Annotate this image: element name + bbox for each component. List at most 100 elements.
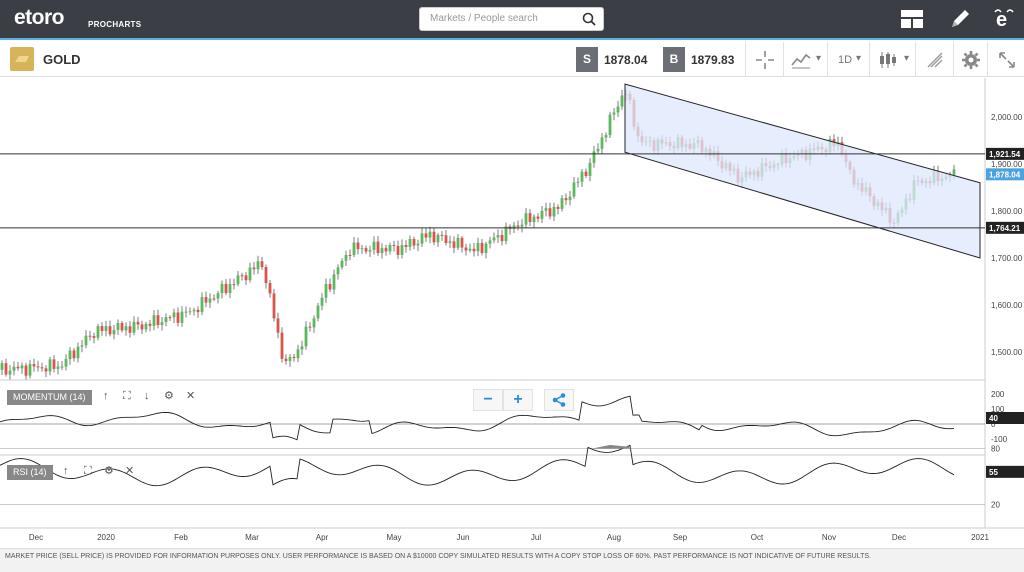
candle-body bbox=[300, 346, 304, 350]
gear-icon[interactable]: ⚙ bbox=[164, 390, 174, 402]
chevron-down-icon: ▾ bbox=[816, 53, 822, 64]
candle-body bbox=[304, 326, 308, 347]
zoom-out-button[interactable]: − bbox=[473, 389, 503, 411]
chevron-down-icon: ▾ bbox=[904, 53, 910, 64]
buy-label: B bbox=[663, 47, 685, 72]
move-up-icon[interactable]: ↑ bbox=[63, 465, 69, 477]
candle-body bbox=[220, 283, 224, 294]
time-tick-label: Aug bbox=[607, 533, 621, 542]
candle-body bbox=[504, 226, 508, 242]
candle-body bbox=[404, 245, 408, 248]
candle-body bbox=[312, 318, 316, 328]
candle-body bbox=[564, 198, 568, 201]
candle-body bbox=[32, 364, 36, 367]
candle-body bbox=[572, 182, 576, 197]
candle-body bbox=[48, 359, 52, 372]
sell-price-box[interactable]: S 1878.04 bbox=[576, 47, 658, 72]
price-chart[interactable]: 2,000.00 1,900.00 1,800.00 1,700.00 1,600.00… bbox=[0, 78, 1024, 548]
candle-body bbox=[416, 243, 420, 246]
candle-body bbox=[352, 242, 356, 256]
price-tick-label: 1,500.00 bbox=[991, 348, 1023, 357]
drawing-tools-button[interactable] bbox=[915, 42, 953, 77]
candle-body bbox=[232, 284, 236, 286]
candle-body bbox=[548, 208, 552, 217]
candle-body bbox=[120, 323, 124, 331]
gear-icon[interactable]: ⚙ bbox=[104, 465, 114, 477]
momentum-label[interactable]: MOMENTUM (14) bbox=[7, 390, 92, 405]
candle-body bbox=[148, 323, 152, 326]
candle-body bbox=[276, 318, 280, 333]
candle-body bbox=[180, 311, 184, 323]
candle-body bbox=[476, 242, 480, 252]
candle-body bbox=[244, 275, 248, 281]
rsi-current-label: 55 bbox=[989, 468, 998, 477]
candle-body bbox=[44, 368, 48, 372]
candle-body bbox=[68, 350, 72, 360]
candle-body bbox=[472, 248, 476, 252]
etoro-e-icon[interactable]: e bbox=[992, 6, 1016, 32]
timeframe-select[interactable]: 1D ▾ bbox=[827, 42, 869, 77]
candle-body bbox=[132, 321, 136, 333]
momentum-tick-label: 100 bbox=[991, 405, 1005, 414]
maximize-icon[interactable]: ⛶ bbox=[84, 465, 92, 477]
candle-body bbox=[444, 235, 448, 244]
momentum-current-label-bg bbox=[986, 412, 1024, 424]
close-icon[interactable]: ✕ bbox=[186, 390, 196, 402]
candle-body bbox=[320, 297, 324, 306]
candle-body bbox=[236, 275, 240, 285]
price-tick-label: 1,900.00 bbox=[991, 160, 1023, 169]
candle-body bbox=[604, 135, 608, 138]
layout-icon[interactable] bbox=[900, 6, 924, 32]
close-icon[interactable]: ✕ bbox=[125, 465, 135, 477]
candle-body bbox=[248, 267, 252, 281]
price-tick-label: 1,800.00 bbox=[991, 207, 1023, 216]
candle-body bbox=[348, 254, 352, 256]
buy-price-box[interactable]: B 1879.83 bbox=[663, 47, 745, 72]
candle-body bbox=[112, 329, 116, 335]
move-down-icon[interactable]: ↓ bbox=[144, 390, 150, 402]
candle-body bbox=[524, 213, 528, 225]
candle-body bbox=[100, 326, 104, 332]
search-input[interactable]: Markets / People search bbox=[419, 7, 604, 31]
candle-body bbox=[216, 293, 220, 299]
candle-body bbox=[204, 297, 208, 303]
etoro-logo[interactable]: etoro bbox=[14, 6, 65, 29]
candle-body bbox=[424, 233, 428, 238]
share-button[interactable] bbox=[544, 389, 574, 411]
pencil-icon[interactable] bbox=[948, 6, 972, 32]
rsi-label[interactable]: RSI (14) bbox=[7, 465, 53, 480]
candle-body bbox=[544, 208, 548, 211]
time-tick-label: Oct bbox=[751, 533, 764, 542]
search-icon[interactable] bbox=[581, 11, 597, 27]
chart-area[interactable]: 2,000.00 1,900.00 1,800.00 1,700.00 1,600.00… bbox=[0, 78, 1024, 548]
candle-body bbox=[600, 137, 604, 149]
candle-body bbox=[432, 231, 436, 243]
move-up-icon[interactable]: ↑ bbox=[103, 390, 109, 402]
candle-body bbox=[532, 216, 536, 223]
candle-body bbox=[156, 315, 160, 326]
candle-body bbox=[256, 261, 260, 270]
chart-type-button[interactable]: ▾ bbox=[783, 42, 827, 77]
indicators-button[interactable]: ▾ bbox=[869, 42, 915, 77]
crosshair-button[interactable] bbox=[745, 42, 783, 77]
zoom-in-button[interactable]: + bbox=[503, 389, 533, 411]
settings-button[interactable] bbox=[953, 42, 987, 77]
rsi-current-label-bg bbox=[986, 465, 1024, 478]
candle-body bbox=[52, 359, 56, 369]
chevron-down-icon: ▾ bbox=[856, 53, 862, 64]
lower-level-label-bg bbox=[986, 221, 1024, 234]
maximize-icon[interactable]: ⛶ bbox=[123, 390, 131, 402]
instrument-toolbar: GOLD S 1878.04 B 1879.83 ▾ 1D ▾ ▾ bbox=[0, 42, 1024, 77]
candle-body bbox=[448, 241, 452, 244]
candle-body bbox=[388, 244, 392, 252]
timeframe-value: 1D bbox=[838, 54, 853, 66]
candle-body bbox=[124, 326, 128, 331]
instrument-symbol: GOLD bbox=[43, 52, 81, 67]
candle-body bbox=[468, 248, 472, 251]
candle-body bbox=[284, 358, 288, 362]
candle-body bbox=[108, 326, 112, 335]
time-tick-label: Dec bbox=[892, 533, 906, 542]
candle-body bbox=[584, 171, 588, 176]
candle-body bbox=[440, 234, 444, 236]
fullscreen-button[interactable] bbox=[987, 42, 1024, 77]
